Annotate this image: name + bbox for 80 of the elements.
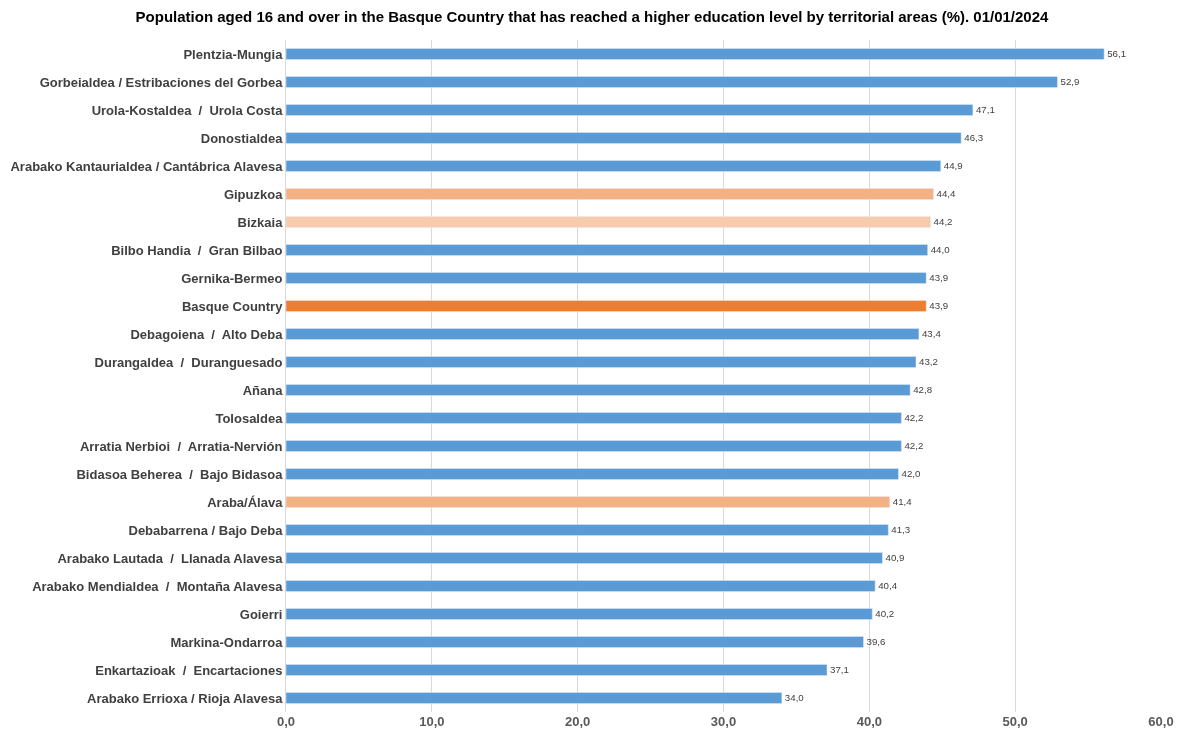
data-label: 42,0 <box>901 468 921 480</box>
x-tick-label: 60,0 <box>1148 714 1174 729</box>
y-tick-label: Debagoiena / Alto Deba <box>130 326 284 342</box>
data-label: 56,1 <box>1107 48 1127 60</box>
data-label: 44,0 <box>930 244 951 256</box>
data-label: 42,2 <box>904 440 924 452</box>
data-label: 40,9 <box>885 552 905 564</box>
data-label: 42,2 <box>904 412 924 424</box>
data-label: 44,9 <box>943 160 963 172</box>
y-tick-label: Araba/Álava <box>207 494 284 510</box>
data-label: 46,3 <box>964 132 984 144</box>
x-tick-label: 0,0 <box>276 714 296 729</box>
bar <box>286 608 873 620</box>
bar <box>286 104 974 116</box>
data-label: 44,2 <box>933 216 953 228</box>
bar <box>286 300 927 312</box>
y-tick-label: Arabako Lautada / Llanada Alavesa <box>57 550 284 566</box>
y-tick-label: Bidasoa Beherea / Bajo Bidasoa <box>76 466 284 482</box>
y-tick-label: Gipuzkoa <box>223 186 284 202</box>
data-label: 43,2 <box>919 356 938 368</box>
y-tick-label: Arratia Nerbioi / Arratia-Nervión <box>79 438 283 454</box>
x-tick-label: 10,0 <box>419 714 445 729</box>
data-label: 34,0 <box>784 692 805 704</box>
x-tick-label: 50,0 <box>1002 714 1028 729</box>
data-label: 43,9 <box>929 300 949 312</box>
y-tick-label: Basque Country <box>181 298 284 314</box>
x-tick-label: 40,0 <box>856 714 882 729</box>
data-label: 39,6 <box>866 636 886 648</box>
bar <box>286 384 911 396</box>
data-label: 37,1 <box>830 664 849 676</box>
bar <box>286 272 927 284</box>
y-tick-label: Tolosaldea <box>215 410 284 426</box>
y-tick-label: Gernika-Bermeo <box>181 270 283 286</box>
data-label: 52,9 <box>1060 76 1080 88</box>
data-label: 40,4 <box>878 580 898 592</box>
data-label: 47,1 <box>975 104 995 116</box>
y-tick-label: Arabako Kantaurialdea / Cantábrica Alavesa <box>10 158 284 174</box>
y-tick-label: Markina-Ondarroa <box>170 634 284 650</box>
bar <box>286 440 902 452</box>
data-label: 42,8 <box>913 384 933 396</box>
y-tick-label: Urola-Kostaldea / Urola Costa <box>91 102 284 118</box>
bar <box>286 356 917 368</box>
bar <box>286 160 942 172</box>
data-label: 44,4 <box>936 188 956 200</box>
y-tick-label: Goierri <box>239 606 283 622</box>
bar <box>286 188 934 200</box>
bar <box>286 132 962 144</box>
data-label: 41,3 <box>891 524 911 536</box>
bar <box>286 664 828 676</box>
y-tick-label: Debabarrena / Bajo Deba <box>128 522 284 538</box>
y-tick-label: Donostialdea <box>200 130 284 146</box>
bar <box>286 468 899 480</box>
y-tick-label: Gorbeialdea / Estribaciones del Gorbea <box>39 74 284 90</box>
y-tick-label: Bilbo Handia / Gran Bilbao <box>111 242 283 258</box>
y-tick-label: Durangaldea / Duranguesado <box>94 354 283 370</box>
bar <box>286 48 1105 60</box>
bar <box>286 636 864 648</box>
bar <box>286 692 783 704</box>
bar <box>286 580 876 592</box>
data-label: 43,4 <box>921 328 942 340</box>
chart-title: Population aged 16 and over in the Basque Country that has reached a higher education level by territorial areas (%). 01/01/2024 <box>135 7 1050 25</box>
bar <box>286 552 883 564</box>
bar <box>286 412 902 424</box>
x-tick-label: 20,0 <box>565 714 591 729</box>
y-tick-label: Enkartazioak / Encartaciones <box>95 662 283 678</box>
bar <box>286 244 928 256</box>
bar <box>286 524 889 536</box>
bar <box>286 328 920 340</box>
data-label: 41,4 <box>892 496 913 508</box>
y-tick-label: Añana <box>242 382 284 398</box>
bar <box>286 216 931 228</box>
y-tick-label: Plentzia-Mungia <box>183 46 284 62</box>
data-label: 43,9 <box>929 272 949 284</box>
y-tick-label: Bizkaia <box>237 214 284 230</box>
data-label: 40,2 <box>875 608 895 620</box>
bar <box>286 496 890 508</box>
y-tick-label: Arabako Mendialdea / Montaña Alavesa <box>32 578 284 594</box>
x-tick-label: 30,0 <box>710 714 737 729</box>
bar <box>286 76 1058 88</box>
y-tick-label: Arabako Errioxa / Rioja Alavesa <box>87 690 284 706</box>
